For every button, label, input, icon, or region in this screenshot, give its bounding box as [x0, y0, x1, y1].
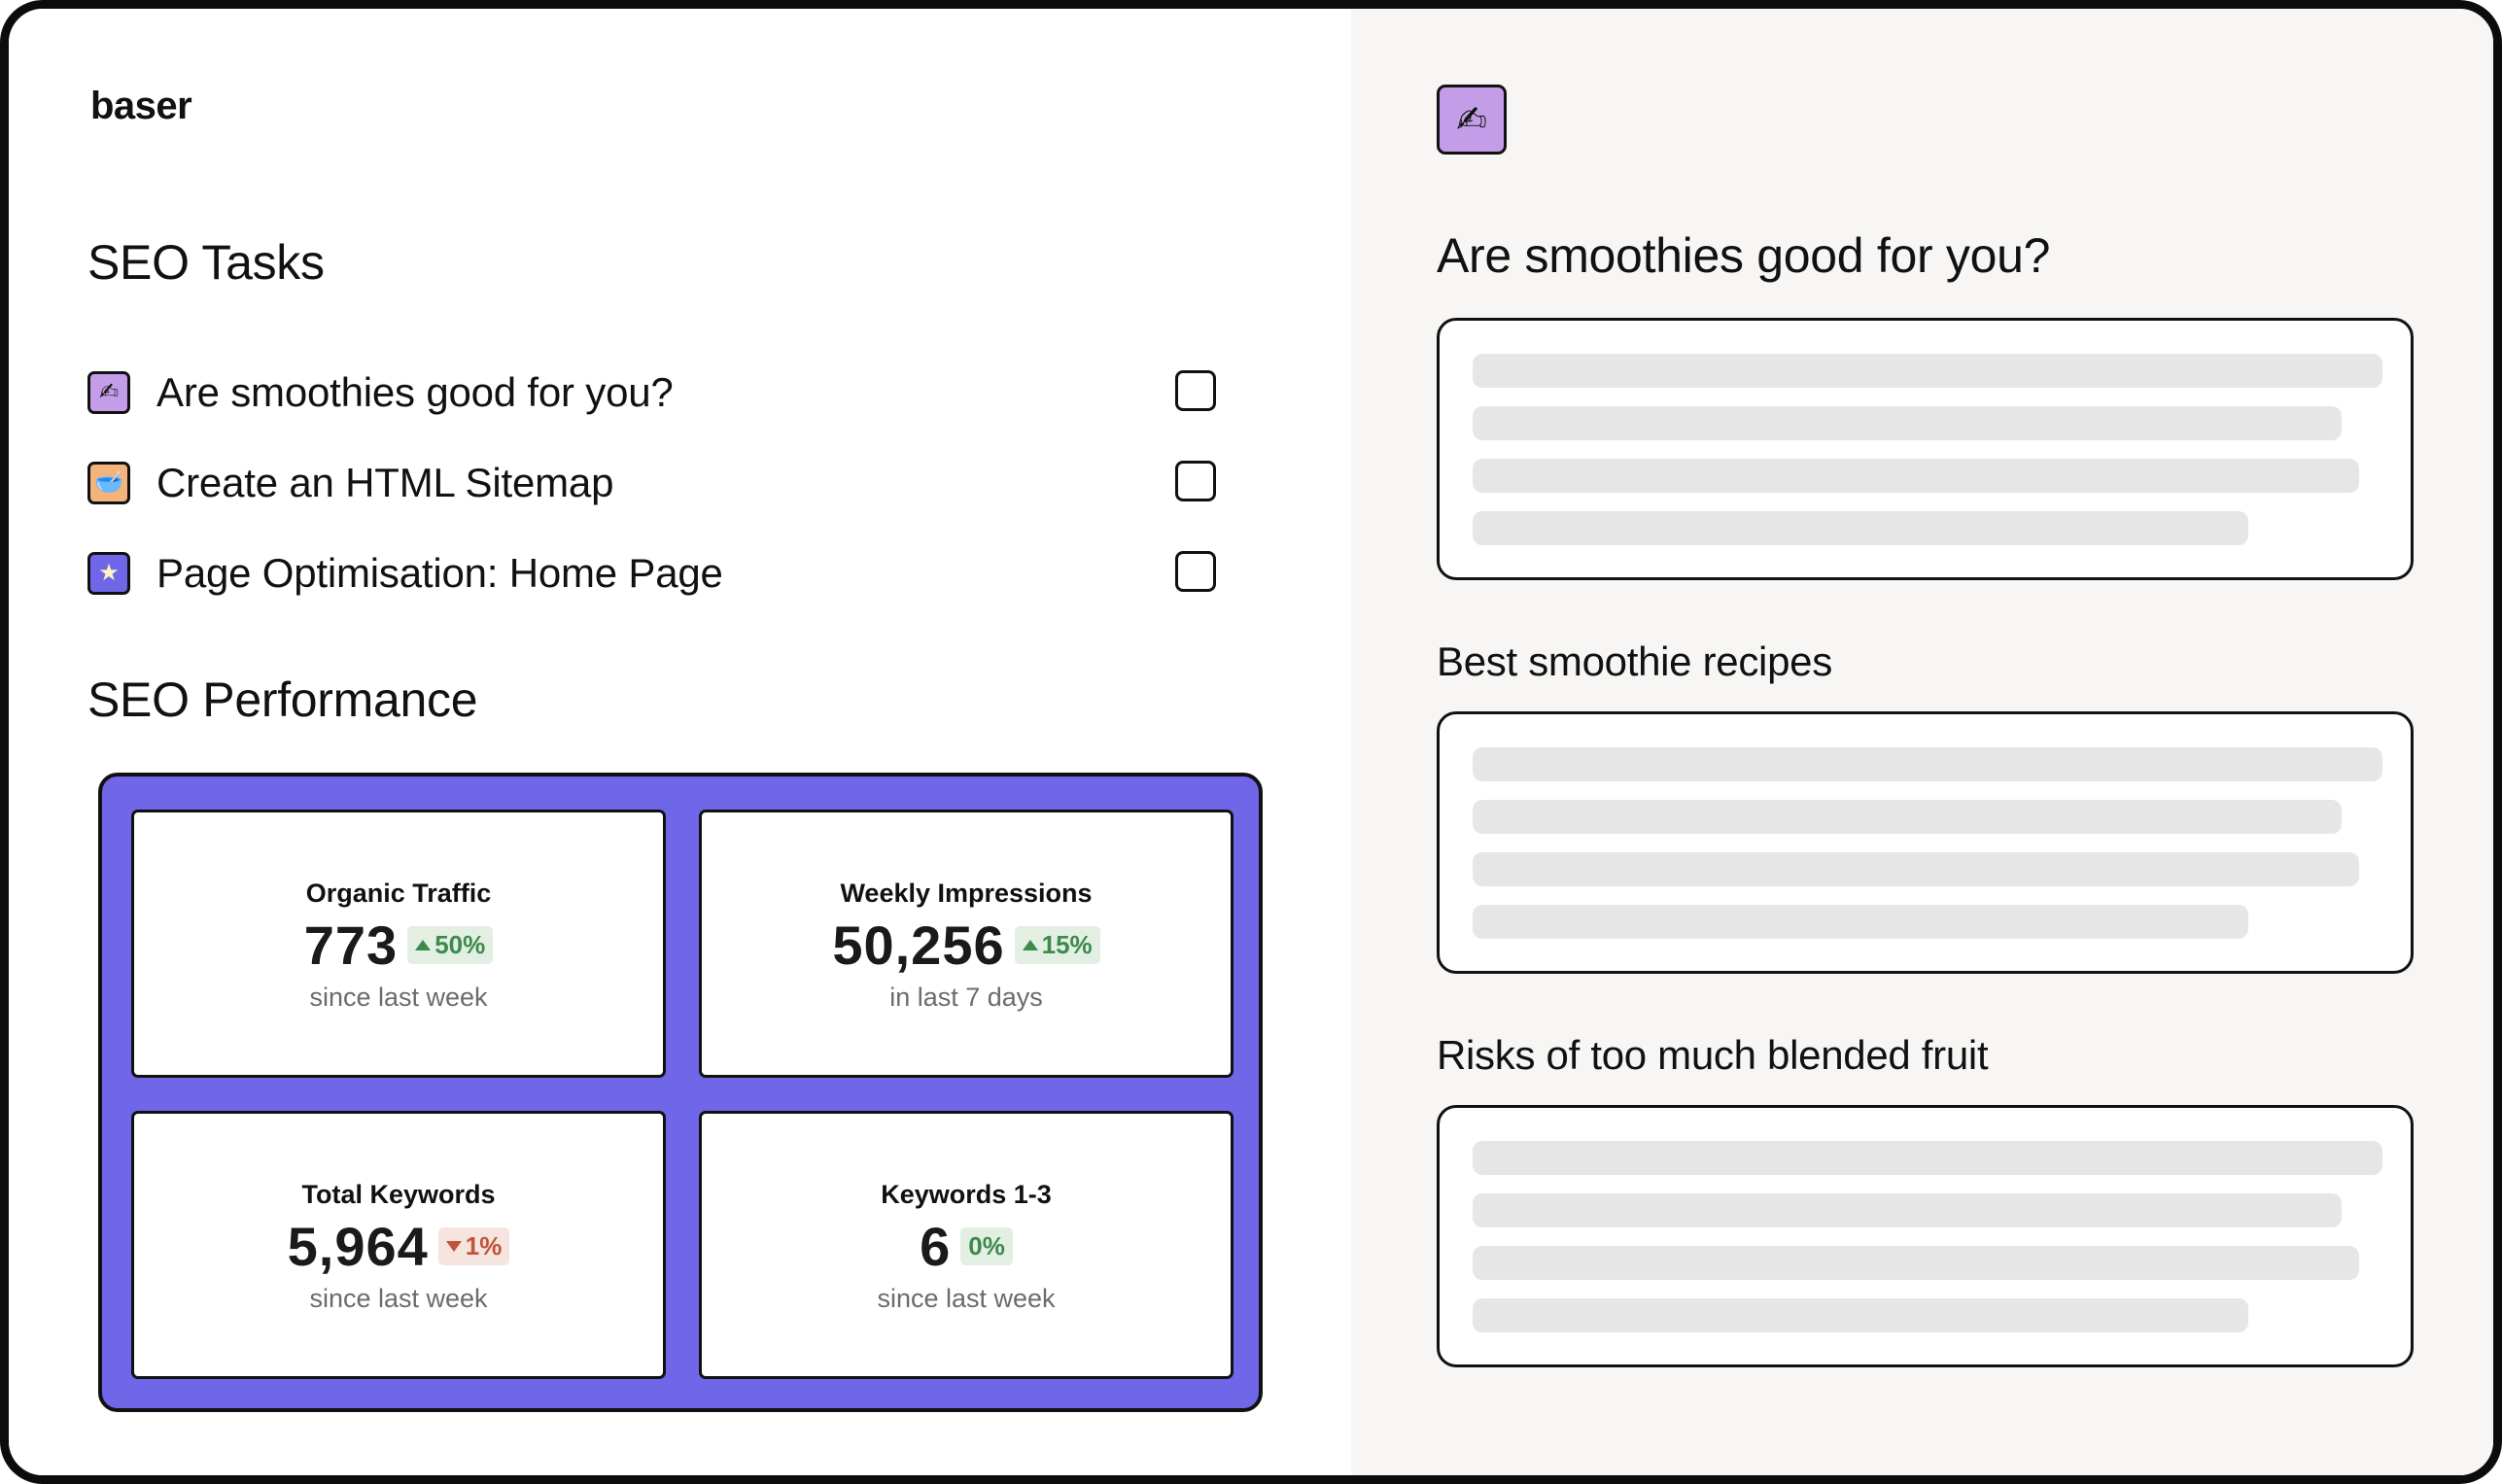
stat-title: Organic Traffic: [305, 879, 492, 908]
skeleton-line: [1473, 1193, 2342, 1227]
skeleton-line: [1473, 852, 2359, 886]
article-editor-panel: ✍ Are smoothies good for you? Best smoot…: [1351, 9, 2493, 1475]
stat-card-weekly-impressions[interactable]: Weekly Impressions 50,256 15% in last 7 …: [699, 810, 1234, 1078]
skeleton-line: [1473, 1246, 2359, 1280]
content-block[interactable]: [1437, 1105, 2414, 1367]
arrow-up-icon: [1022, 940, 1038, 950]
stat-title: Keywords 1-3: [881, 1180, 1052, 1209]
skeleton-line: [1473, 747, 2382, 781]
skeleton-line: [1473, 406, 2342, 440]
change-badge: 15%: [1014, 926, 1100, 964]
task-item[interactable]: 🥣 Create an HTML Sitemap: [87, 437, 1220, 528]
skeleton-line: [1473, 354, 2382, 388]
writing-hand-icon[interactable]: ✍: [1437, 85, 1507, 155]
stat-subtitle: in last 7 days: [889, 983, 1043, 1012]
stat-title: Weekly Impressions: [840, 879, 1093, 908]
stat-value: 5,964: [287, 1216, 429, 1277]
seo-performance-heading: SEO Performance: [87, 673, 478, 727]
dashboard-panel: baser SEO Tasks ✍ Are smoothies good for…: [9, 9, 1351, 1475]
stat-subtitle: since last week: [877, 1284, 1056, 1313]
stat-value-row: 50,256 15%: [702, 914, 1231, 977]
stat-value-row: 6 0%: [702, 1215, 1231, 1278]
change-badge: 0%: [960, 1227, 1013, 1265]
stat-value-row: 773 50%: [134, 914, 663, 977]
stat-card-organic-traffic[interactable]: Organic Traffic 773 50% since last week: [131, 810, 666, 1078]
stat-value: 773: [303, 915, 399, 976]
performance-panel: Organic Traffic 773 50% since last week …: [98, 773, 1263, 1412]
stat-value: 6: [920, 1216, 952, 1277]
task-item[interactable]: ✍ Are smoothies good for you?: [87, 347, 1220, 437]
skeleton-line: [1473, 905, 2248, 939]
task-checkbox[interactable]: [1175, 461, 1216, 501]
arrow-down-icon: [445, 1241, 462, 1252]
task-checkbox[interactable]: [1175, 551, 1216, 592]
skeleton-line: [1473, 1298, 2248, 1332]
arrow-up-icon: [415, 940, 432, 950]
brand-logo[interactable]: baser: [90, 85, 192, 127]
content-block[interactable]: [1437, 318, 2414, 580]
stat-subtitle: since last week: [309, 983, 488, 1012]
change-badge: 50%: [407, 926, 494, 964]
stat-card-keywords-1-3[interactable]: Keywords 1-3 6 0% since last week: [699, 1111, 1234, 1379]
task-label[interactable]: Page Optimisation: Home Page: [156, 549, 723, 596]
stat-value-row: 5,964 1%: [134, 1215, 663, 1278]
stat-title: Total Keywords: [301, 1180, 496, 1209]
task-label[interactable]: Create an HTML Sitemap: [156, 459, 614, 505]
task-item[interactable]: ★ Page Optimisation: Home Page: [87, 528, 1220, 618]
skeleton-line: [1473, 800, 2342, 834]
task-label[interactable]: Are smoothies good for you?: [156, 368, 674, 415]
task-checkbox[interactable]: [1175, 370, 1216, 411]
stat-value: 50,256: [832, 915, 1005, 976]
section-heading[interactable]: Risks of too much blended fruit: [1437, 1032, 1989, 1078]
section-heading[interactable]: Best smoothie recipes: [1437, 638, 1832, 684]
stat-subtitle: since last week: [309, 1284, 488, 1313]
change-badge: 1%: [437, 1227, 510, 1265]
skeleton-line: [1473, 1141, 2382, 1175]
bowl-icon: 🥣: [87, 461, 130, 504]
stat-card-total-keywords[interactable]: Total Keywords 5,964 1% since last week: [131, 1111, 666, 1379]
writing-hand-icon: ✍: [87, 370, 130, 414]
seo-tasks-heading: SEO Tasks: [87, 235, 325, 290]
skeleton-line: [1473, 459, 2359, 493]
skeleton-line: [1473, 511, 2248, 545]
star-icon: ★: [87, 551, 130, 595]
task-list: ✍ Are smoothies good for you? 🥣 Create a…: [87, 347, 1220, 618]
content-block[interactable]: [1437, 711, 2414, 974]
article-title[interactable]: Are smoothies good for you?: [1437, 228, 2051, 283]
